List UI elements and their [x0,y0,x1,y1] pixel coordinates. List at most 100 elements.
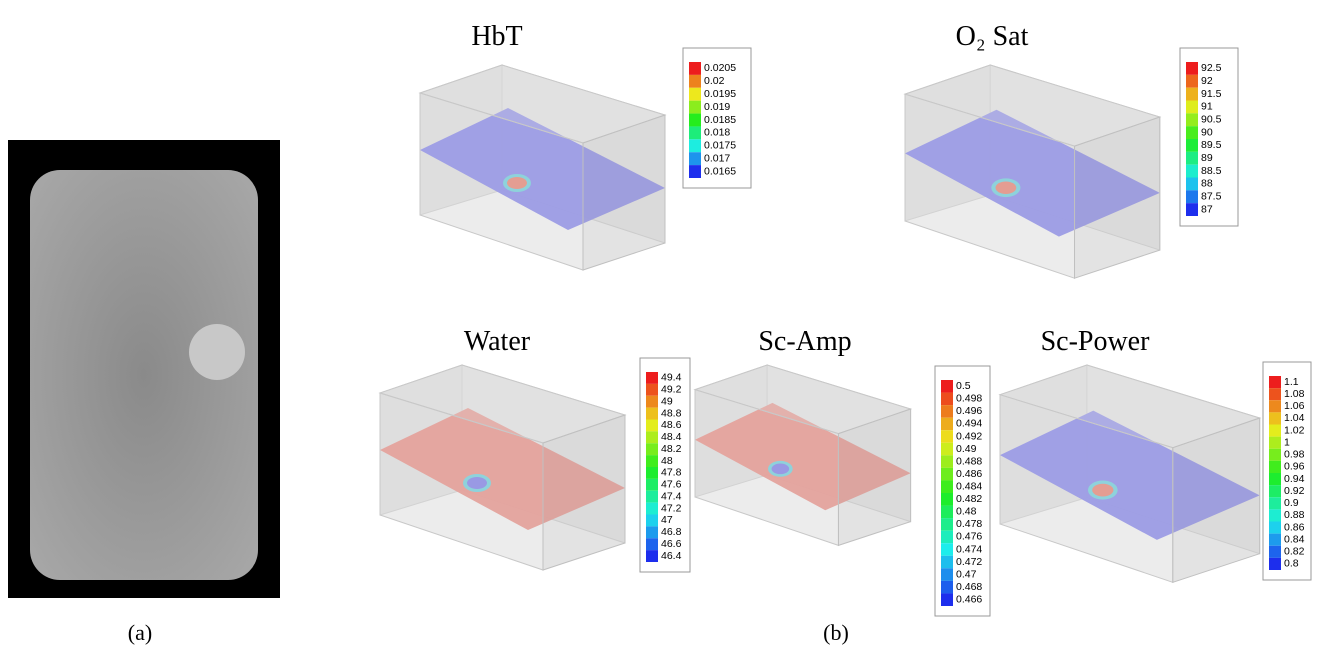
colorbar-swatch [689,139,701,152]
colorbar-swatch [646,455,658,467]
colorbar-swatch [941,543,953,556]
colorbar-label: 0.478 [956,518,982,530]
colorbar-label: 48.8 [661,407,682,419]
colorbar-swatch [1269,425,1281,437]
colorbar-label: 92 [1201,75,1213,87]
colorbar-label: 91.5 [1201,88,1222,100]
colorbar-swatch [941,455,953,468]
colorbar-swatch [689,152,701,165]
colorbar-swatch [1269,400,1281,412]
colorbar-label: 0.484 [956,481,982,493]
colorbar-swatch [1269,534,1281,546]
colorbar-label: 48.4 [661,431,682,443]
colorbar-swatch [689,101,701,114]
colorbar-swatch [1186,113,1198,126]
colorbar-swatch [646,550,658,562]
colorbar-label: 92.5 [1201,62,1222,74]
colorbar-label: 48 [661,455,673,467]
colorbar-label: 47.4 [661,490,682,502]
plot-title: Sc-Amp [758,326,851,357]
colorbar-label: 90.5 [1201,114,1222,126]
inclusion [189,324,245,380]
colorbar-label: 0.86 [1284,521,1305,533]
colorbar-swatch [646,396,658,408]
colorbar-label: 1.02 [1284,424,1305,436]
colorbar-swatch [941,443,953,456]
colorbar-swatch [646,526,658,538]
colorbar-swatch [1269,558,1281,570]
colorbar-label: 47 [661,514,673,526]
colorbar-label: 0.96 [1284,461,1305,473]
colorbar-label: 47.8 [661,467,682,479]
colorbar-label: 46.4 [661,550,682,562]
colorbar-label: 0.498 [956,393,982,405]
colorbar-label: 88 [1201,178,1213,190]
colorbar-label: 0.0185 [704,114,736,126]
colorbar-label: 1.06 [1284,400,1305,412]
plot-title: Water [464,326,531,357]
colorbar-label: 49.4 [661,372,682,384]
colorbar-label: 0.48 [956,506,977,518]
colorbar-label: 1.04 [1284,412,1305,424]
colorbar-swatch [1186,190,1198,203]
colorbar-label: 0.82 [1284,546,1305,558]
colorbar-label: 47.6 [661,479,682,491]
colorbar-swatch [646,443,658,455]
colorbar-swatch [941,593,953,606]
colorbar-label: 0.0205 [704,62,736,74]
colorbar-label: 1 [1284,436,1290,448]
colorbar-label: 1.08 [1284,388,1305,400]
plot-title: O₂ Sat [956,21,1029,52]
colorbar-swatch [1269,388,1281,400]
colorbar-label: 0.488 [956,455,982,467]
colorbar-label: 0.0195 [704,88,736,100]
colorbar-swatch [1269,461,1281,473]
colorbar-label: 47.2 [661,502,682,514]
colorbar-swatch [646,491,658,503]
colorbar-label: 91 [1201,101,1213,113]
colorbar-swatch [1186,101,1198,114]
colorbar-swatch [1269,546,1281,558]
colorbar-swatch [1186,178,1198,191]
colorbar-swatch [689,126,701,139]
colorbar-label: 0.88 [1284,509,1305,521]
colorbar-swatch [941,506,953,519]
colorbar-label: 0.496 [956,405,982,417]
colorbar-label: 0.466 [956,594,982,606]
colorbar-swatch [1269,376,1281,388]
colorbar-label: 49 [661,395,673,407]
colorbar-swatch [941,556,953,569]
colorbar-swatch [1186,88,1198,101]
colorbar-label: 48.2 [661,443,682,455]
colorbar-label: 0.017 [704,152,730,164]
colorbar-swatch [1186,75,1198,88]
colorbar-swatch [941,393,953,406]
colorbar-swatch [646,503,658,515]
colorbar-swatch [941,405,953,418]
colorbar-label: 0.494 [956,418,982,430]
colorbar-swatch [646,420,658,432]
colorbar-swatch [646,467,658,479]
colorbar-label: 0.476 [956,531,982,543]
colorbar-swatch [646,384,658,396]
colorbar-swatch [646,479,658,491]
colorbar-swatch [941,493,953,506]
colorbar-label: 1.1 [1284,376,1299,388]
colorbar-swatch [1269,473,1281,485]
colorbar-label: 87.5 [1201,191,1222,203]
colorbar-swatch [941,531,953,544]
colorbar-label: 46.6 [661,538,682,550]
panel-label: (b) [823,620,849,645]
colorbar-label: 0.5 [956,380,971,392]
colorbar-swatch [1269,485,1281,497]
plot-title: HbT [471,21,522,52]
colorbar-swatch [1269,497,1281,509]
colorbar-label: 46.8 [661,526,682,538]
colorbar-swatch [941,518,953,531]
colorbar-label: 87 [1201,203,1213,215]
colorbar-swatch [941,480,953,493]
colorbar-swatch [1186,62,1198,75]
colorbar-label: 89 [1201,152,1213,164]
plot-title: Sc-Power [1041,326,1151,357]
colorbar-swatch [941,380,953,393]
